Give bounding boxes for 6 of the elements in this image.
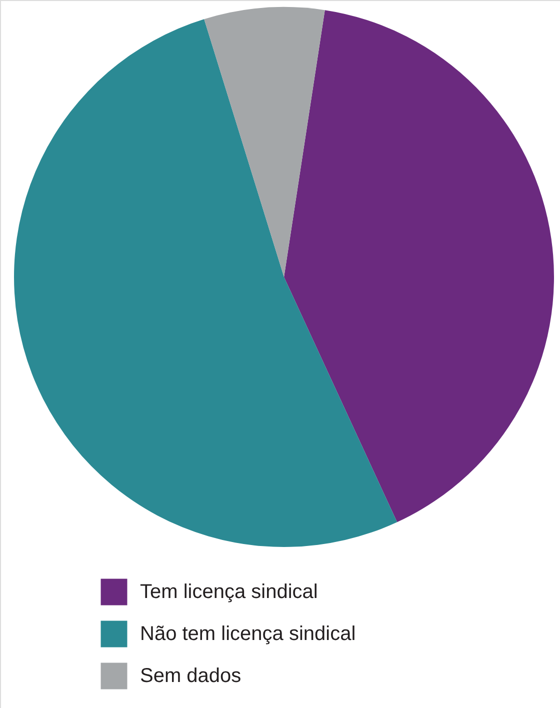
- legend-label: Sem dados: [140, 665, 242, 687]
- pie-slice: [284, 10, 554, 522]
- pie-slice: [14, 19, 398, 547]
- legend-label: Tem licença sindical: [140, 581, 318, 603]
- pie-slice: [204, 7, 325, 277]
- legend-label: Não tem licença sindical: [140, 623, 356, 645]
